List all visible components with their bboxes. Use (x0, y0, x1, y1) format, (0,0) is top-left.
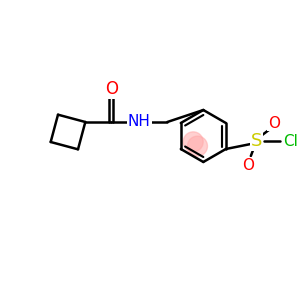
Text: O: O (242, 158, 254, 172)
Text: O: O (268, 116, 280, 130)
Text: Cl: Cl (284, 134, 298, 148)
Text: NH: NH (128, 115, 151, 130)
Circle shape (188, 136, 208, 156)
Circle shape (183, 132, 203, 152)
Text: O: O (105, 80, 118, 98)
Text: S: S (251, 132, 262, 150)
